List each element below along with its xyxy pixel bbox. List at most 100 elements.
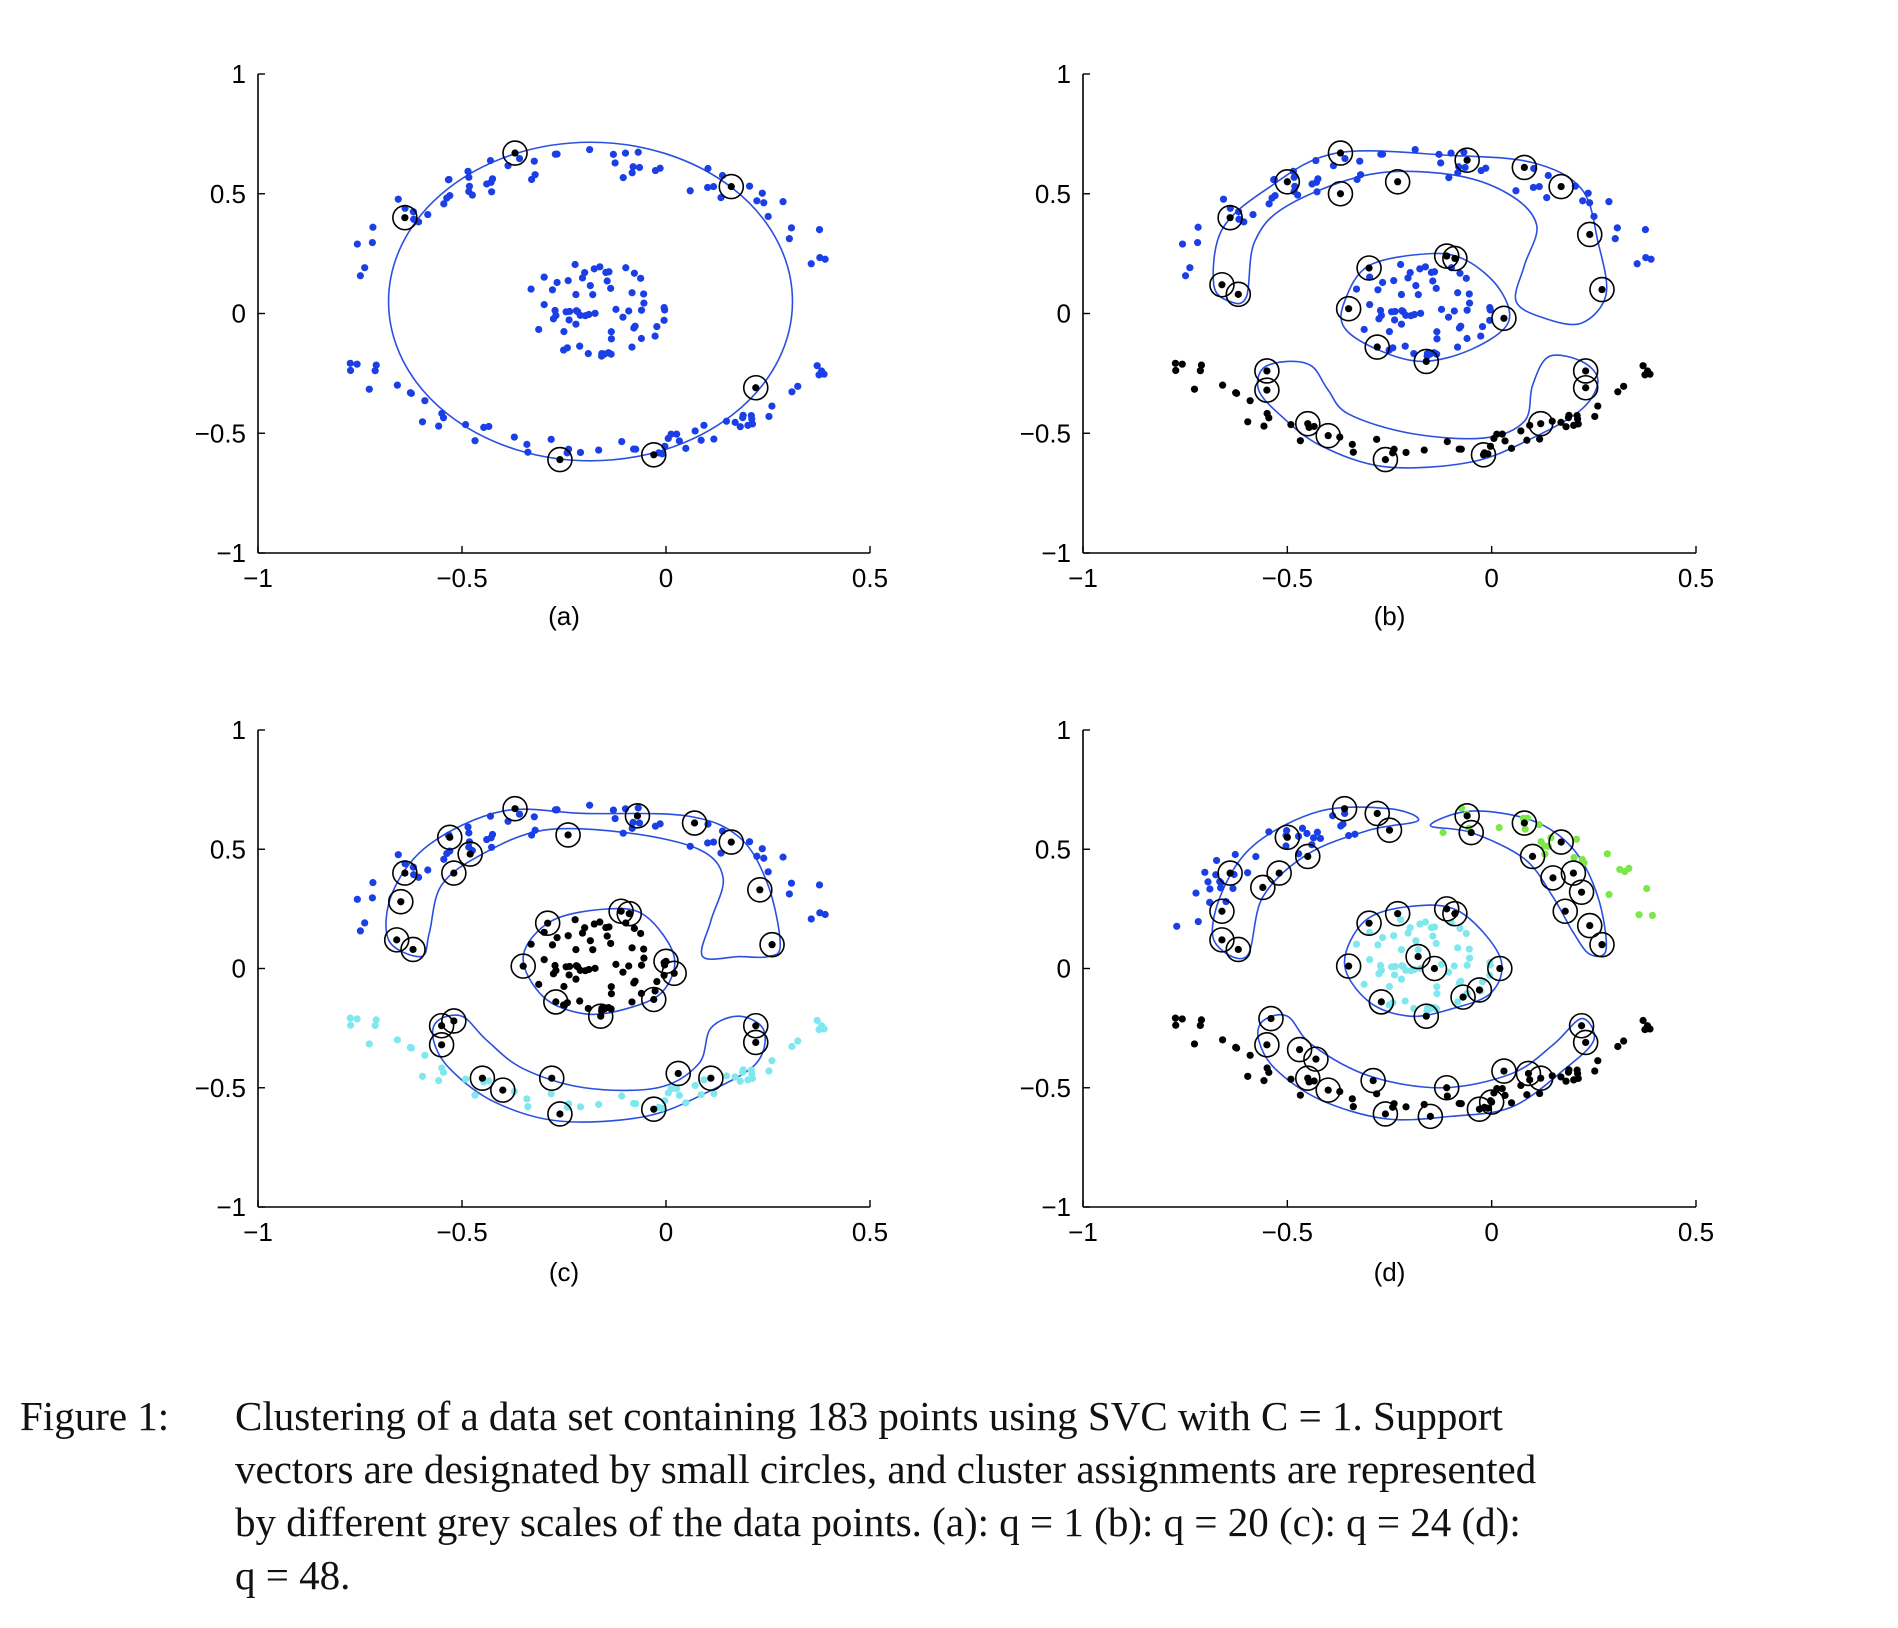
data-point bbox=[753, 197, 761, 205]
support-vector-point bbox=[1577, 1022, 1586, 1030]
support-vector bbox=[1470, 442, 1497, 468]
data-point bbox=[1416, 920, 1424, 928]
data-point bbox=[1501, 437, 1509, 445]
support-vector-point bbox=[1467, 828, 1475, 837]
data-point bbox=[1388, 308, 1396, 316]
data-point bbox=[660, 316, 668, 324]
support-vector-point bbox=[511, 149, 519, 157]
support-vector-point bbox=[1304, 852, 1312, 861]
data-point bbox=[1605, 890, 1613, 899]
data-point bbox=[559, 346, 568, 354]
data-point bbox=[576, 997, 584, 1005]
data-point bbox=[1309, 834, 1318, 842]
data-point bbox=[1457, 1100, 1465, 1108]
support-vector bbox=[1433, 1074, 1460, 1101]
data-point bbox=[1585, 199, 1594, 207]
support-vector-point bbox=[1582, 367, 1590, 375]
support-vector-point bbox=[552, 998, 560, 1006]
data-point bbox=[744, 421, 752, 429]
data-point bbox=[1584, 189, 1592, 197]
support-vector-point bbox=[1520, 163, 1528, 172]
support-vector bbox=[1466, 1096, 1493, 1123]
data-point bbox=[527, 940, 535, 948]
data-point bbox=[731, 418, 739, 426]
data-point bbox=[1337, 822, 1345, 830]
data-point bbox=[1535, 182, 1543, 191]
data-point bbox=[488, 175, 497, 183]
data-point bbox=[765, 1067, 773, 1075]
data-point bbox=[1421, 263, 1429, 271]
data-point bbox=[1456, 924, 1464, 933]
data-point bbox=[1287, 1075, 1295, 1083]
support-vector-point bbox=[674, 1069, 682, 1078]
data-point bbox=[515, 810, 524, 818]
support-vector-point bbox=[1259, 883, 1267, 892]
support-vector-point bbox=[409, 945, 417, 954]
caption-label: Figure 1: bbox=[20, 1393, 170, 1439]
data-point bbox=[813, 362, 821, 370]
support-vector bbox=[587, 1003, 614, 1030]
support-vector bbox=[1209, 271, 1235, 298]
data-point bbox=[651, 166, 660, 175]
support-vector bbox=[510, 953, 537, 979]
support-vector bbox=[1286, 1036, 1313, 1063]
data-point bbox=[1349, 1103, 1357, 1111]
data-point bbox=[1244, 869, 1252, 877]
support-vector-point bbox=[1234, 290, 1242, 298]
data-point bbox=[585, 965, 593, 974]
data-point bbox=[1465, 945, 1473, 953]
data-point bbox=[1193, 238, 1202, 247]
support-vector bbox=[1417, 1103, 1444, 1130]
data-point bbox=[821, 910, 829, 919]
data-point bbox=[510, 433, 518, 441]
support-vector bbox=[534, 910, 561, 936]
support-vector bbox=[665, 1060, 692, 1087]
data-point bbox=[1263, 1064, 1271, 1072]
support-vector bbox=[1576, 912, 1603, 939]
data-point bbox=[675, 1091, 683, 1099]
data-point bbox=[586, 937, 594, 945]
cluster-contour bbox=[1257, 1013, 1596, 1121]
data-point bbox=[409, 863, 417, 871]
support-vector bbox=[1356, 910, 1382, 936]
support-vector-point bbox=[1443, 252, 1451, 260]
support-vector bbox=[1368, 989, 1395, 1015]
data-point bbox=[1178, 240, 1187, 248]
data-point bbox=[1391, 971, 1399, 979]
support-vector-point bbox=[1324, 1086, 1332, 1094]
data-point bbox=[753, 852, 761, 860]
data-point bbox=[485, 1077, 493, 1085]
x-tick-label: 0 bbox=[659, 563, 673, 593]
data-point bbox=[584, 350, 592, 358]
support-vector-point bbox=[1377, 998, 1385, 1006]
data-point bbox=[1465, 290, 1473, 298]
data-point bbox=[483, 835, 491, 844]
data-point bbox=[1493, 430, 1501, 438]
y-tick-label: −1 bbox=[1041, 538, 1071, 568]
data-point bbox=[653, 322, 661, 331]
data-point bbox=[634, 804, 642, 812]
data-point bbox=[1345, 832, 1353, 840]
support-vector bbox=[1360, 1067, 1386, 1094]
data-point bbox=[486, 156, 495, 165]
data-point bbox=[607, 350, 615, 358]
data-point bbox=[1462, 274, 1470, 282]
data-point bbox=[346, 1014, 354, 1022]
support-vector bbox=[1258, 1005, 1284, 1032]
data-point bbox=[1620, 1037, 1628, 1045]
data-point bbox=[1283, 827, 1291, 835]
data-point bbox=[1235, 208, 1243, 216]
support-vector bbox=[1209, 927, 1235, 953]
y-tick-label: 0 bbox=[232, 299, 246, 329]
data-point bbox=[365, 1040, 373, 1048]
data-point bbox=[607, 335, 616, 343]
data-point bbox=[1579, 197, 1587, 205]
support-vector bbox=[457, 841, 483, 867]
data-point bbox=[586, 801, 594, 809]
data-point bbox=[1484, 1104, 1492, 1112]
support-vector-point bbox=[511, 805, 519, 813]
x-tick-label: 0.5 bbox=[852, 563, 888, 593]
data-point bbox=[1378, 278, 1387, 287]
data-point bbox=[465, 843, 473, 851]
data-point bbox=[612, 960, 620, 968]
